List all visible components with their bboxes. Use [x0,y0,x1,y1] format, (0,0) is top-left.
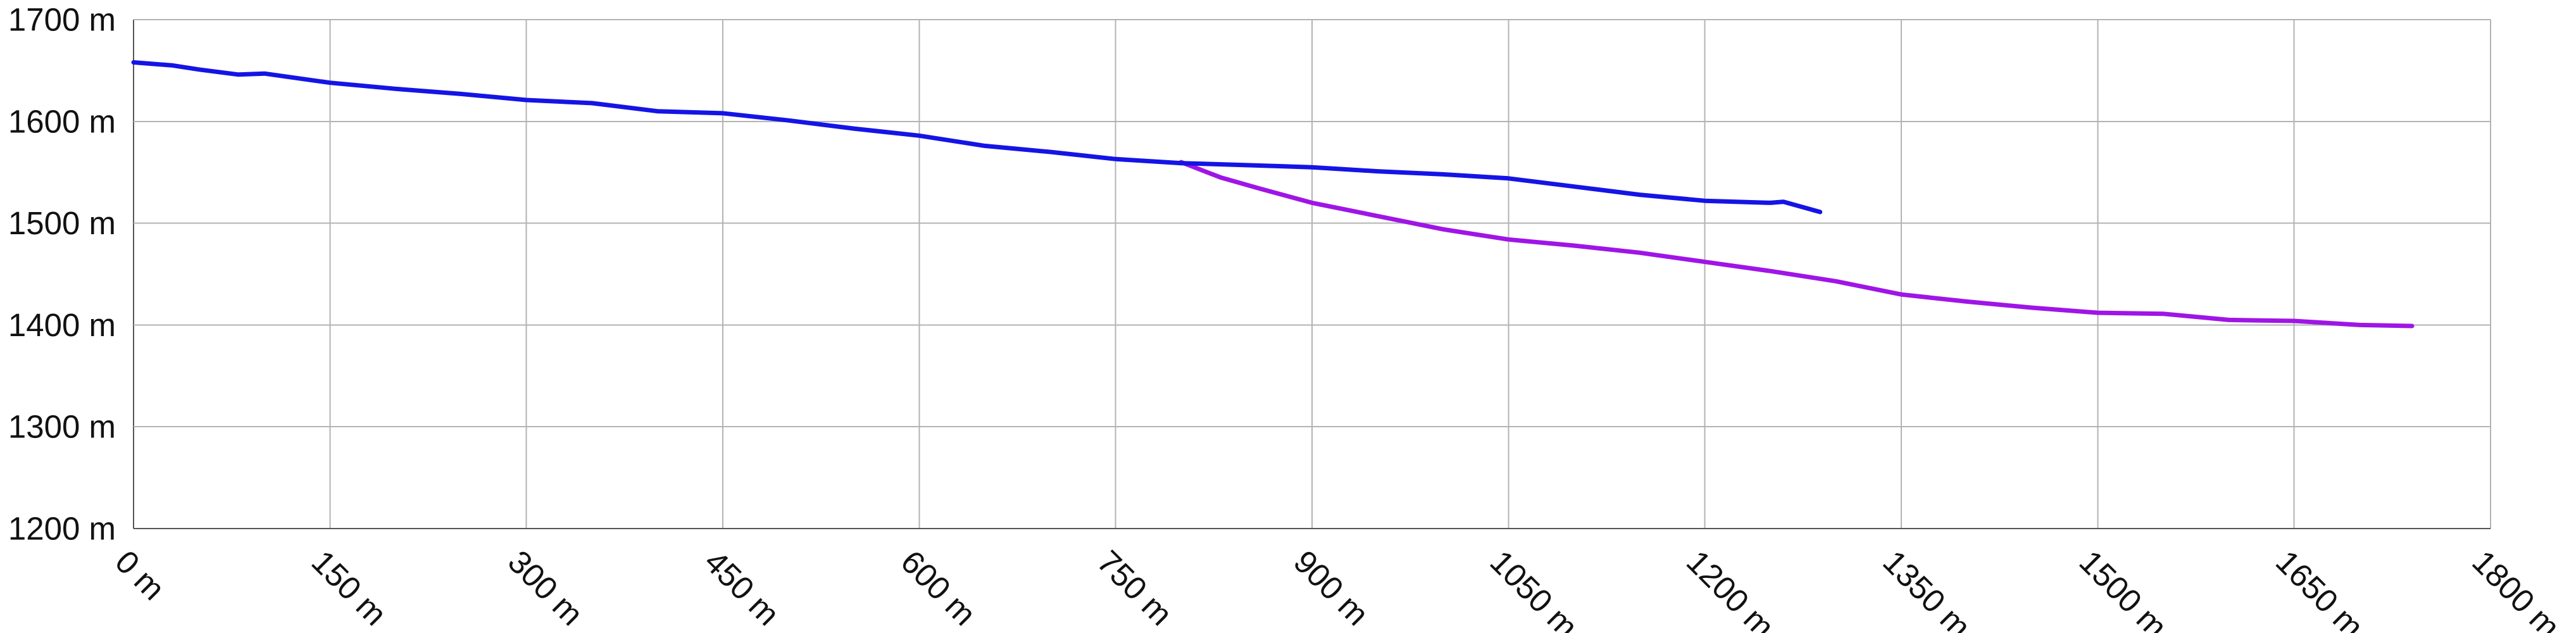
x-tick-label: 1650 m [2269,543,2371,633]
y-tick-label: 1700 m [8,2,116,38]
x-tick-label: 900 m [1287,543,1376,632]
series-lines [131,60,2415,329]
y-tick-label: 1300 m [8,409,116,445]
x-tick-label: 1350 m [1876,543,1978,633]
y-tick-label: 1500 m [8,205,116,241]
x-tick-label: 750 m [1091,543,1180,632]
y-tick-label: 1400 m [8,307,116,343]
x-tick-label: 1200 m [1680,543,1782,633]
x-tick-label: 150 m [305,543,394,632]
y-tick-label: 1200 m [8,511,116,547]
x-axis-tick-labels: 0 m 150 m 300 m 450 m 600 m 750 m 900 m 1050 m 1… [108,543,2567,633]
x-tick-label: 0 m [108,543,172,606]
series-line-0 [1179,160,2415,329]
horizontal-gridlines [134,19,2491,529]
x-tick-label: 450 m [697,543,787,632]
x-tick-label: 600 m [894,543,984,632]
y-axis-tick-labels: 1700 m 1600 m 1500 m 1400 m 1300 m 1200 m [8,2,116,547]
x-tick-label: 300 m [501,543,591,632]
y-tick-label: 1600 m [8,103,116,139]
series-line-1 [131,60,1823,215]
x-tick-label: 1800 m [2465,543,2567,633]
x-tick-label: 1050 m [1484,543,1585,633]
vertical-gridlines [133,20,2491,529]
x-tick-label: 1500 m [2073,543,2175,633]
